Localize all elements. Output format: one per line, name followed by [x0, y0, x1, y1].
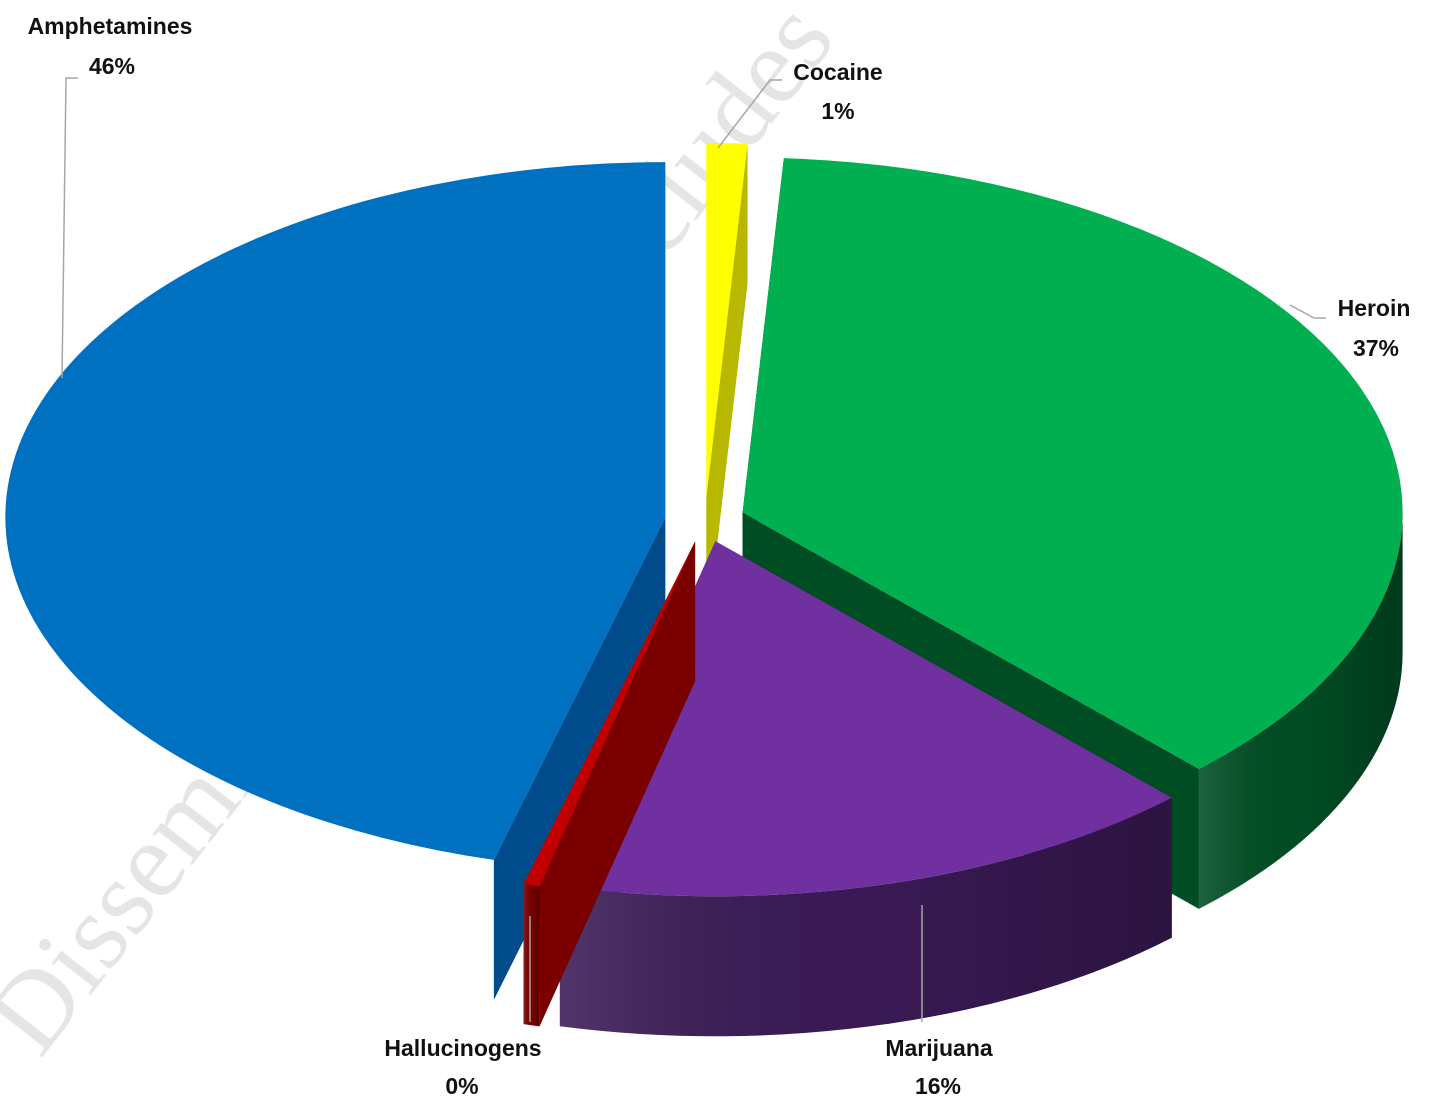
label-cocaine-name: Cocaine	[793, 59, 882, 85]
label-cocaine-value: 1%	[821, 98, 854, 124]
slice-heroin-top	[742, 158, 1403, 769]
slice-cocaine-wall-end	[706, 143, 748, 639]
slice-marijuana-top	[559, 541, 1172, 897]
slice-hallucinogens-wall-end	[523, 541, 696, 1025]
label-marijuana-value: 16%	[915, 1073, 961, 1099]
label-heroin-name: Heroin	[1338, 295, 1411, 321]
leader-lines	[61, 77, 1326, 1022]
slice-cocaine	[706, 143, 748, 639]
label-hallucinogens-name: Hallucinogens	[384, 1035, 541, 1061]
leader-line-cocaine	[717, 79, 782, 149]
leader-line-heroin	[1289, 304, 1326, 319]
slice-hallucinogens-top	[523, 541, 696, 887]
label-heroin-value: 37%	[1353, 335, 1399, 361]
slice-cocaine-top	[706, 143, 748, 499]
label-marijuana-name: Marijuana	[885, 1035, 993, 1061]
slice-marijuana-side-shade	[559, 797, 1172, 1037]
data-labels: Amphetamines 46% Cocaine 1% Heroin 37% M…	[28, 13, 1411, 1099]
slice-hallucinogens	[523, 541, 696, 1027]
label-hallucinogens-value: 0%	[445, 1073, 478, 1099]
label-amphetamines-name: Amphetamines	[28, 13, 193, 39]
slice-heroin-side-shade	[1198, 512, 1403, 909]
label-amphetamines-value: 46%	[89, 53, 135, 79]
leader-line-amphetamines	[61, 77, 78, 379]
slice-hallucinogens-side-shade	[523, 884, 540, 1027]
slice-amphetamines-top	[5, 162, 666, 860]
pie-slices	[5, 143, 1403, 1037]
